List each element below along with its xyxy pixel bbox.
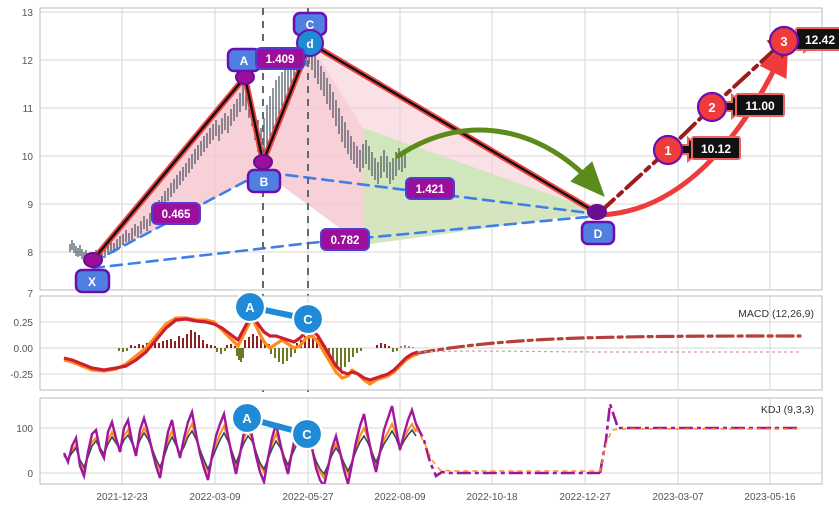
price-panel[interactable]: 13 12 11 10 9 8 bbox=[22, 7, 839, 484]
macd-panel[interactable]: 7 0.25 0.00 -0.25 MACD (12,26,9) bbox=[10, 289, 823, 391]
kdj-forecast-k bbox=[415, 427, 800, 472]
ratio-label-1409[interactable]: 1.409 bbox=[255, 47, 305, 70]
ratio-value-1409: 1.409 bbox=[266, 54, 295, 66]
target-number-1: 1 bbox=[664, 143, 671, 158]
macd-forecast-line bbox=[416, 334, 802, 355]
pattern-label-c: C bbox=[306, 18, 315, 32]
macd-ytick-025: 0.25 bbox=[14, 318, 34, 329]
kdj-j-line bbox=[62, 405, 418, 484]
pattern-point-x[interactable]: X bbox=[74, 252, 111, 294]
kdj-marker-a[interactable] bbox=[230, 401, 264, 435]
pattern-label-d: D bbox=[594, 227, 603, 241]
macd-ytick-neg025: -0.25 bbox=[10, 370, 33, 381]
ratio-label-1421[interactable]: 1.421 bbox=[405, 177, 455, 200]
target-price-1: 10.12 bbox=[701, 142, 731, 156]
xtick-7: 2023-05-16 bbox=[744, 492, 796, 503]
price-target-3[interactable]: 12.42 3 bbox=[768, 25, 839, 57]
price-ytick-11: 11 bbox=[23, 104, 34, 115]
macd-divergence-markers[interactable]: A C bbox=[233, 290, 325, 336]
macd-content bbox=[63, 314, 802, 386]
macd-signal-line bbox=[63, 316, 419, 386]
macd-main-line bbox=[63, 314, 419, 382]
kdj-y-axis: 100 0 bbox=[16, 424, 33, 480]
price-ytick-10: 10 bbox=[22, 152, 34, 163]
ratio-value-0782: 0.782 bbox=[331, 235, 360, 247]
price-ytick-8: 8 bbox=[27, 248, 33, 259]
macd-ytick-000: 0.00 bbox=[14, 344, 34, 355]
kdj-forecast-j bbox=[414, 423, 600, 478]
kdj-marker-c[interactable] bbox=[290, 417, 324, 451]
retracement-guides bbox=[91, 170, 599, 270]
pattern-label-a: A bbox=[240, 54, 249, 68]
green-projection-arrow bbox=[395, 127, 605, 197]
target-number-3: 3 bbox=[780, 34, 787, 49]
kdj-ytick-100: 100 bbox=[16, 424, 33, 435]
price-target-2[interactable]: 11.00 2 bbox=[696, 91, 785, 123]
kdj-indicator-label: KDJ (9,3,3) bbox=[761, 404, 814, 416]
xtick-2: 2022-05-27 bbox=[282, 492, 334, 503]
pattern-label-d-lower: d bbox=[306, 37, 313, 51]
price-y-axis: 13 12 11 10 9 8 bbox=[22, 8, 34, 259]
guide-upper bbox=[91, 170, 599, 264]
price-target-1[interactable]: 10.12 1 bbox=[652, 134, 741, 166]
kdj-divergence-markers[interactable]: A C bbox=[230, 401, 324, 451]
ratio-value-1421: 1.421 bbox=[416, 184, 445, 196]
price-ytick-9: 9 bbox=[27, 200, 33, 211]
target-price-2: 11.00 bbox=[745, 99, 775, 113]
target-ladder-line bbox=[597, 30, 796, 215]
macd-marker-a-label: A bbox=[245, 300, 255, 315]
price-ytick-12: 12 bbox=[22, 56, 34, 67]
macd-y-axis: 7 0.25 0.00 -0.25 bbox=[10, 289, 33, 381]
macd-marker-a[interactable] bbox=[233, 290, 267, 324]
kdj-marker-c-label: C bbox=[302, 427, 312, 442]
pattern-point-d[interactable]: D bbox=[580, 204, 616, 246]
ratio-labels[interactable]: 0.465 1.409 1.421 0.782 bbox=[151, 47, 455, 251]
xtick-5: 2022-12-27 bbox=[559, 492, 611, 503]
pattern-label-x: X bbox=[88, 275, 96, 289]
pattern-point-markers[interactable]: X A B C d D bbox=[74, 11, 616, 294]
kdj-ytick-0: 0 bbox=[27, 469, 33, 480]
pattern-point-b[interactable]: B bbox=[246, 154, 282, 194]
kdj-content bbox=[62, 403, 800, 484]
ratio-value-0465: 0.465 bbox=[162, 209, 191, 221]
kdj-marker-a-label: A bbox=[242, 411, 252, 426]
xtick-4: 2022-10-18 bbox=[466, 492, 518, 503]
ratio-label-0782[interactable]: 0.782 bbox=[320, 228, 370, 251]
xtick-0: 2021-12-23 bbox=[96, 492, 148, 503]
ratio-label-0465[interactable]: 0.465 bbox=[151, 202, 201, 225]
macd-plot-frame bbox=[39, 295, 823, 391]
pattern-point-a[interactable]: A bbox=[226, 47, 262, 85]
macd-marker-c-label: C bbox=[303, 312, 313, 327]
xtick-3: 2022-08-09 bbox=[374, 492, 426, 503]
target-number-2: 2 bbox=[708, 100, 715, 115]
xtick-1: 2022-03-09 bbox=[189, 492, 241, 503]
x-axis: 2021-12-23 2022-03-09 2022-05-27 2022-08… bbox=[96, 492, 796, 503]
price-targets[interactable]: 10.12 1 11.00 2 12.42 3 bbox=[652, 25, 839, 166]
macd-indicator-label: MACD (12,26,9) bbox=[738, 308, 814, 320]
guide-lower bbox=[91, 214, 599, 270]
macd-zero-extension bbox=[417, 350, 800, 353]
price-ytick-13: 13 bbox=[22, 8, 34, 19]
target-price-3: 12.42 bbox=[805, 33, 835, 47]
kdj-panel[interactable]: 100 0 KDJ (9,3,3) A C bbox=[16, 397, 823, 486]
xtick-6: 2023-03-07 bbox=[652, 492, 704, 503]
kdj-forecast-j2 bbox=[598, 403, 800, 474]
macd-marker-c[interactable] bbox=[291, 302, 325, 336]
pattern-label-b: B bbox=[260, 175, 269, 189]
bullish-reversal-arrow bbox=[597, 40, 789, 218]
macd-ytick-top: 7 bbox=[27, 289, 33, 300]
